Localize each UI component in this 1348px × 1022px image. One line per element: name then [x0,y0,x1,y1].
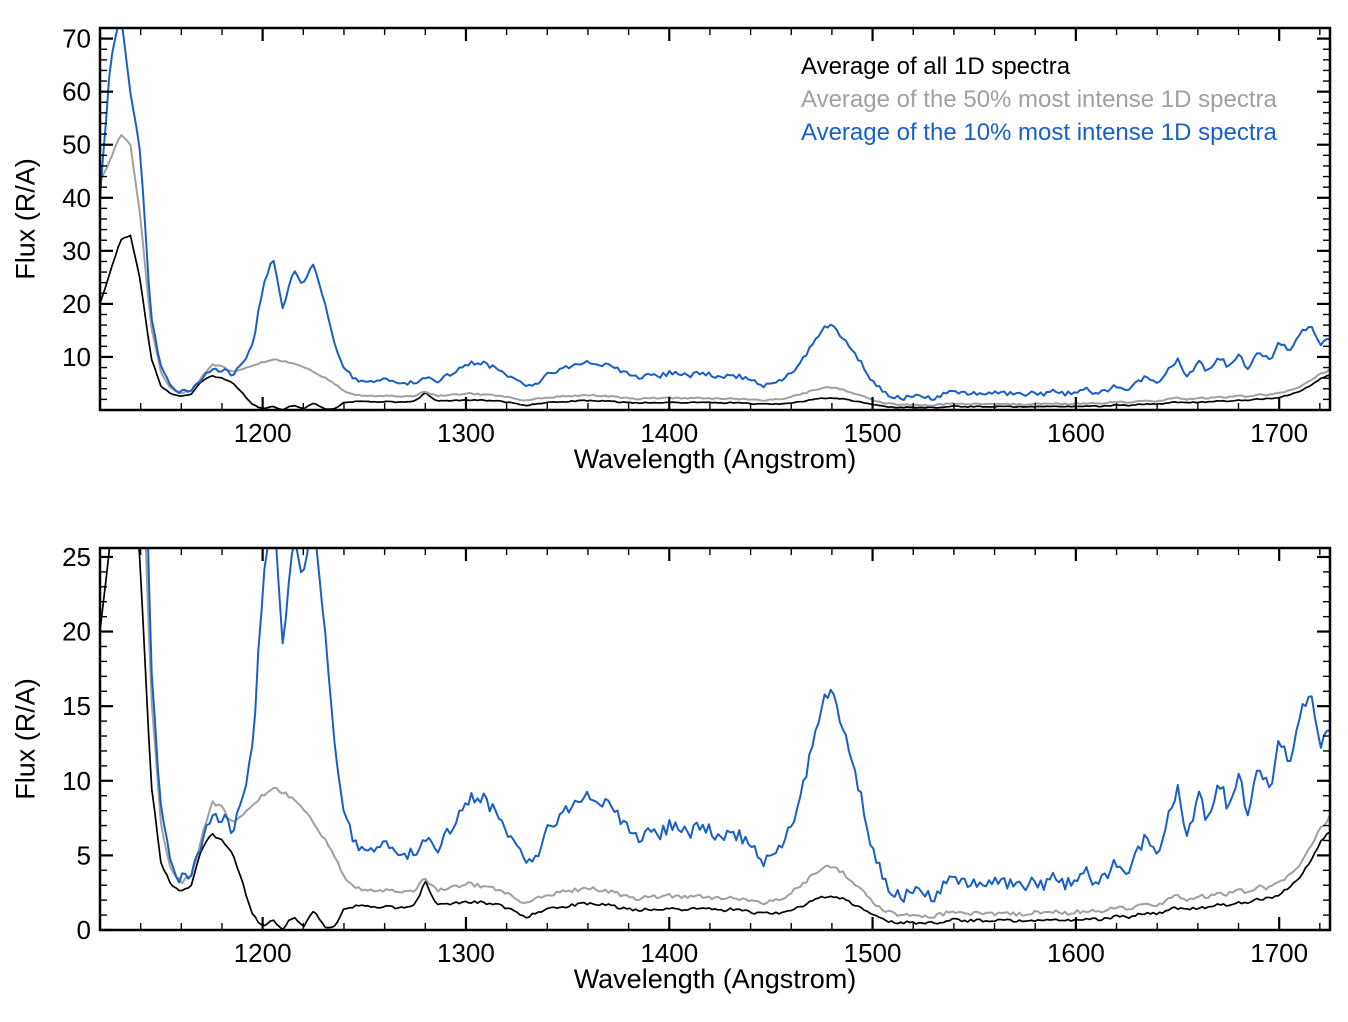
x-tick-label: 1300 [437,418,495,448]
x-tick-label: 1200 [234,418,292,448]
x-axis-label-bottom: Wavelength (Angstrom) [573,964,857,994]
y-tick-label: 25 [62,542,91,572]
axis-ticks [100,28,1330,410]
legend-entry-avg-all: Average of all 1D spectra [801,53,1071,80]
y-tick-label: 10 [62,342,91,372]
y-tick-label: 0 [77,915,91,945]
y-tick-label: 70 [62,24,91,54]
x-axis-label-top: Wavelength (Angstrom) [573,444,857,474]
x-tick-label: 1700 [1250,418,1308,448]
y-tick-label: 50 [62,130,91,160]
series-line-avg-10 [100,28,1330,402]
y-tick-label: 20 [62,289,91,319]
panel-zoomed: 1200 1300 1400 1500 1600 1700 0 5 10 15 20 25 [62,542,1332,968]
series-line-avg-all [100,234,1330,410]
y-tick-label: 20 [62,617,91,647]
series-line-avg-50 [144,548,1330,919]
x-tick-label: 1500 [844,418,902,448]
y-tick-label: 15 [62,691,91,721]
tick-labels: 1200 1300 1400 1500 1600 1700 0 5 10 15 20 25 [62,542,1308,968]
x-tick-label: 1700 [1250,938,1308,968]
x-tick-label: 1400 [640,418,698,448]
tick-labels: 1200 1300 1400 1500 1600 1700 10 20 30 40 50 60 70 [62,24,1308,448]
series-group [100,548,1330,930]
series-line-avg-all [100,548,1330,930]
y-tick-label: 5 [77,840,91,870]
series-line-avg-50 [100,134,1330,407]
series-group [100,28,1330,410]
plot-frame [98,546,1332,932]
legend-entry-avg-50: Average of the 50% most intense 1D spect… [801,86,1277,113]
y-tick-label: 10 [62,766,91,796]
x-tick-label: 1400 [640,938,698,968]
chart-legend: Average of all 1D spectra Average of the… [801,50,1277,149]
y-tick-label: 40 [62,183,91,213]
y-axis-label-top: Flux (R/A) [10,158,41,280]
x-tick-label: 1500 [844,938,902,968]
legend-entry-avg-10: Average of the 10% most intense 1D spect… [801,119,1277,146]
panel-full-scale: 1200 1300 1400 1500 1600 1700 10 20 30 40 50 60 70 [62,24,1332,448]
y-tick-label: 30 [62,236,91,266]
x-tick-label: 1600 [1047,938,1105,968]
axis-ticks [100,548,1330,932]
y-axis-label-bottom: Flux (R/A) [10,678,41,800]
y-tick-label: 60 [62,77,91,107]
x-tick-label: 1600 [1047,418,1105,448]
x-tick-label: 1300 [437,938,495,968]
series-line-avg-10 [147,548,1330,903]
x-tick-label: 1200 [234,938,292,968]
